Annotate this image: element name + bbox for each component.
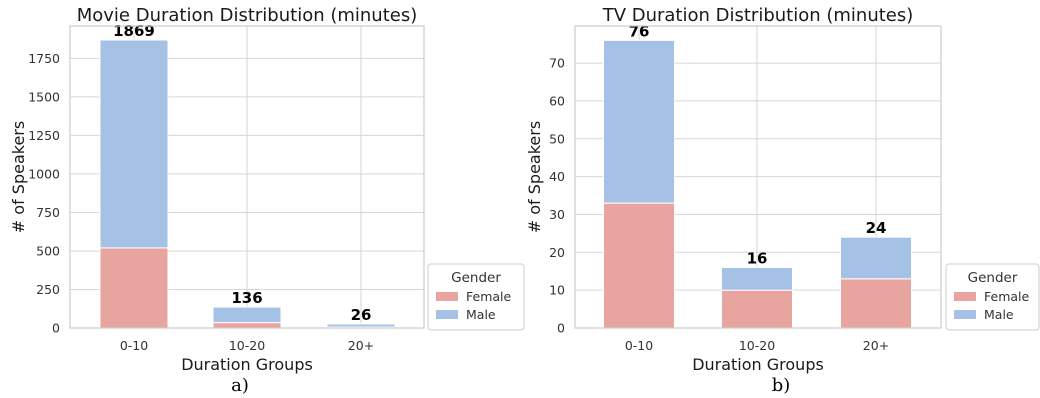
x-tick-label: 0-10 [120,338,148,353]
chart-panel-tv: 0 10 20 30 40 50 60 70 76 0-10 16 10-20 24 20+ TV Dura… [525,5,1040,396]
x-axis-label: Duration Groups [692,355,824,374]
chart-panel-movie: 0250500750100012501500175018690-1013610-… [9,5,525,396]
x-tick-label: 10-20 [229,338,265,353]
legend: Gender Female Male [427,263,525,331]
legend-title: Gender [968,270,1018,286]
panel-caption: b) [772,375,791,396]
legend-swatch-male [954,310,976,319]
bar-male-10-20 [721,266,793,291]
chart-title: Movie Duration Distribution (minutes) [77,5,418,26]
legend-title: Gender [451,270,501,286]
y-tick-label: 0 [52,321,60,336]
panel-caption: a) [231,375,249,396]
legend-label-female: Female [984,289,1030,304]
y-axis-label: # of Speakers [525,121,544,233]
x-tick-label: 20+ [863,338,889,353]
y-tick-label: 0 [557,321,565,336]
legend-swatch-male [436,310,458,319]
chart-title: TV Duration Distribution (minutes) [602,5,914,26]
y-axis-label: # of Speakers [9,121,28,233]
bar-female-10-20 [212,322,282,329]
y-tick-label: 750 [36,205,60,220]
total-label: 16 [747,249,768,267]
bar-male-0-10 [99,39,169,249]
bar-female-20+ [840,278,912,329]
bar-female-10-20 [721,289,793,329]
y-tick-label: 1000 [28,166,60,181]
y-tick-label: 20 [549,245,565,260]
y-tick-label: 30 [549,207,565,222]
x-tick-label: 0-10 [625,338,653,353]
y-tick-label: 70 [549,56,565,71]
bar-male-20+ [840,236,912,280]
x-axis-label: Duration Groups [181,355,313,374]
bar-male-0-10 [603,39,675,204]
y-tick-label: 250 [36,282,60,297]
bar-male-10-20 [212,306,282,324]
legend-label-male: Male [466,307,496,322]
y-tick-label: 1500 [28,89,60,104]
bar-female-0-10 [603,202,675,329]
legend-swatch-female [954,292,976,301]
y-tick-label: 1250 [28,128,60,143]
y-tick-label: 500 [36,243,60,258]
total-label: 136 [231,289,262,307]
y-tick-label: 1750 [28,51,60,66]
y-tick-label: 40 [549,169,565,184]
total-label: 26 [351,306,372,324]
legend-swatch-female [436,292,458,301]
y-tick-label: 10 [549,283,565,298]
bar-male-20+ [326,323,396,328]
x-tick-label: 20+ [348,338,374,353]
plot-frame [574,25,942,329]
legend-label-female: Female [466,289,512,304]
total-label: 76 [629,22,650,40]
total-label: 24 [866,219,887,237]
legend-label-male: Male [984,307,1014,322]
y-tick-label: 50 [549,131,565,146]
plot-frame [69,25,425,329]
y-tick-label: 60 [549,93,565,108]
legend: Gender Female Male [945,263,1040,331]
x-tick-label: 10-20 [739,338,775,353]
bar-female-0-10 [99,247,169,329]
